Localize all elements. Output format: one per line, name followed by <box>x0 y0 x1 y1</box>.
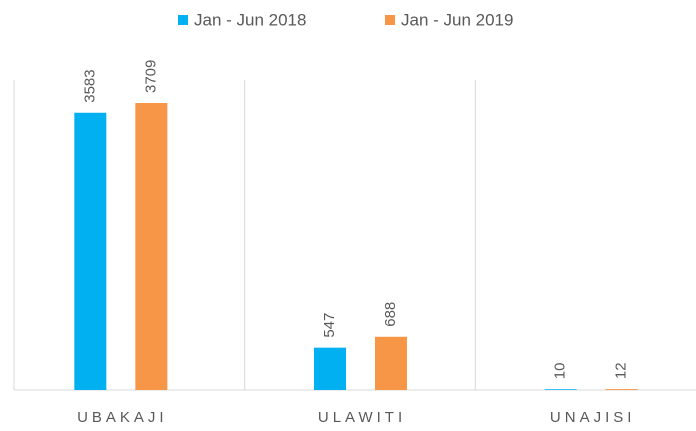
legend-swatch <box>385 15 395 25</box>
data-label: 688 <box>382 302 399 327</box>
bar <box>544 389 577 390</box>
bar <box>74 112 107 391</box>
bar <box>605 389 638 390</box>
data-label: 12 <box>613 362 630 379</box>
legend-label: Jan - Jun 2018 <box>194 10 306 29</box>
bar <box>314 347 346 390</box>
legend-swatch <box>178 15 188 25</box>
data-label: 547 <box>321 313 338 338</box>
bar <box>375 336 407 390</box>
data-label: 10 <box>552 363 569 380</box>
data-label: 3709 <box>142 60 159 93</box>
legend-label: Jan - Jun 2019 <box>401 10 513 29</box>
data-label: 3583 <box>81 69 98 102</box>
x-tick-label: ULAWITI <box>318 409 406 426</box>
x-tick-label: UBAKAJI <box>77 409 168 426</box>
x-tick-label: UNAJISI <box>550 409 636 426</box>
bar <box>135 103 168 390</box>
